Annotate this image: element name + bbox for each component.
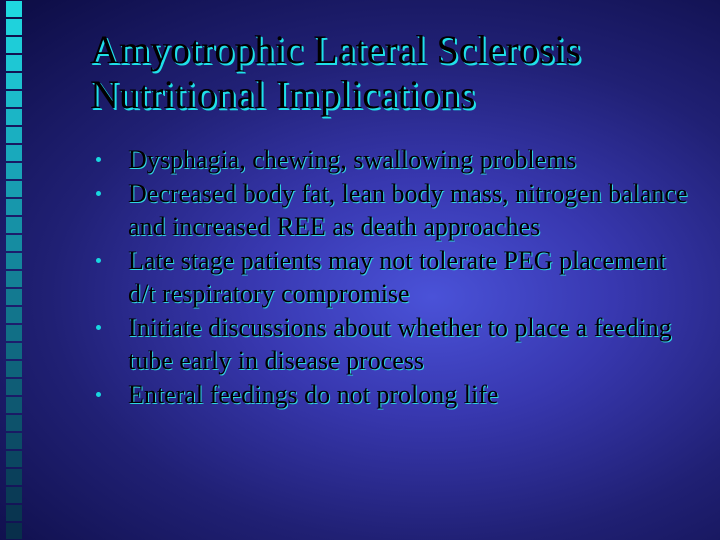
- decor-square: [6, 37, 22, 53]
- slide-title: Amyotrophic Lateral Sclerosis Nutritiona…: [90, 28, 690, 118]
- decor-square: [6, 505, 22, 521]
- decor-square: [6, 55, 22, 71]
- decor-square: [6, 307, 22, 323]
- slide-content: Amyotrophic Lateral Sclerosis Nutritiona…: [90, 28, 690, 414]
- decor-square: [6, 19, 22, 35]
- decor-square: [6, 271, 22, 287]
- left-decor-column: [0, 0, 28, 540]
- decor-square: [6, 343, 22, 359]
- bullet-text: Decreased body fat, lean body mass, nitr…: [128, 179, 688, 241]
- decor-square: [6, 217, 22, 233]
- bullet-dot-icon: [96, 325, 101, 330]
- bullet-item: Dysphagia, chewing, swallowing problems: [90, 144, 690, 177]
- decor-square: [6, 379, 22, 395]
- decor-square: [6, 451, 22, 467]
- decor-square: [6, 289, 22, 305]
- bullet-text: Late stage patients may not tolerate PEG…: [128, 246, 666, 308]
- decor-square: [6, 415, 22, 431]
- decor-square: [6, 91, 22, 107]
- bullet-item: Decreased body fat, lean body mass, nitr…: [90, 178, 690, 243]
- decor-square: [6, 109, 22, 125]
- bullet-item: Initiate discussions about whether to pl…: [90, 312, 690, 377]
- decor-square: [6, 73, 22, 89]
- bullet-text: Initiate discussions about whether to pl…: [128, 313, 672, 375]
- bullet-dot-icon: [96, 191, 101, 196]
- decor-square: [6, 235, 22, 251]
- decor-square: [6, 487, 22, 503]
- bullet-list: Dysphagia, chewing, swallowing problems D…: [90, 144, 690, 412]
- decor-square: [6, 181, 22, 197]
- decor-square: [6, 163, 22, 179]
- bullet-dot-icon: [96, 258, 101, 263]
- bullet-dot-icon: [96, 392, 101, 397]
- decor-square: [6, 325, 22, 341]
- bullet-text: Dysphagia, chewing, swallowing problems: [128, 145, 576, 174]
- decor-square: [6, 397, 22, 413]
- bullet-item: Late stage patients may not tolerate PEG…: [90, 245, 690, 310]
- decor-square: [6, 253, 22, 269]
- bullet-item: Enteral feedings do not prolong life: [90, 379, 690, 412]
- bullet-dot-icon: [96, 157, 101, 162]
- decor-square: [6, 199, 22, 215]
- decor-square: [6, 523, 22, 539]
- decor-square: [6, 1, 22, 17]
- decor-square: [6, 433, 22, 449]
- decor-square: [6, 469, 22, 485]
- decor-square: [6, 361, 22, 377]
- bullet-text: Enteral feedings do not prolong life: [128, 380, 498, 409]
- decor-square: [6, 127, 22, 143]
- decor-square: [6, 145, 22, 161]
